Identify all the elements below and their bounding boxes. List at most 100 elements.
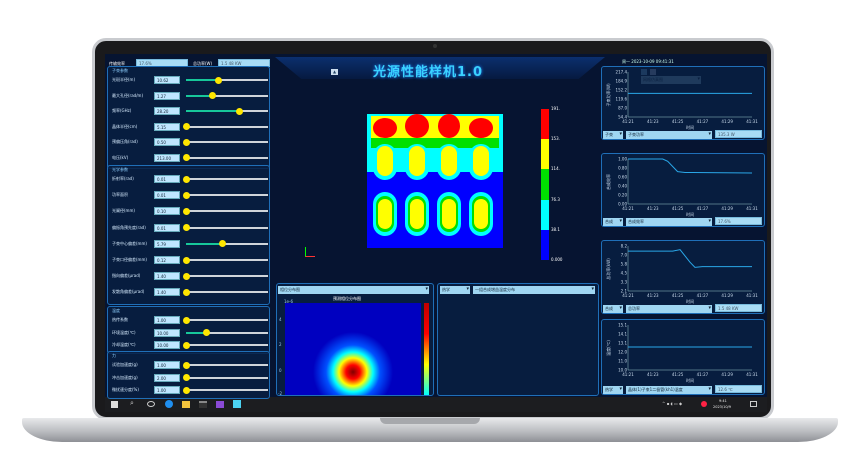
- temp-dist-select[interactable]: 一组合成增益温度分布: [473, 286, 595, 294]
- slider-knob[interactable]: [182, 123, 190, 130]
- slider-knob[interactable]: [182, 386, 190, 394]
- param-slider[interactable]: [182, 138, 268, 146]
- slider-knob[interactable]: [182, 341, 190, 349]
- chart-category-select[interactable]: 子束: [603, 131, 623, 139]
- param-slider[interactable]: [182, 272, 268, 280]
- y-tick-label: 184.9: [616, 79, 628, 84]
- edge-icon[interactable]: [165, 400, 173, 408]
- param-slider[interactable]: [182, 224, 268, 232]
- param-spinbox[interactable]: 0.10: [154, 207, 180, 216]
- param-spinbox[interactable]: 1.00: [154, 386, 180, 394]
- param-spinbox[interactable]: 10.00: [154, 341, 180, 349]
- param-spinbox[interactable]: 0.01: [154, 191, 180, 200]
- slider-knob[interactable]: [215, 76, 223, 84]
- param-spinbox[interactable]: 1.27: [154, 91, 180, 100]
- slider-knob[interactable]: [182, 138, 190, 146]
- param-group: 光学参数 折射率(rad) 0.01 功率面积 0.01 光阑径(mm) 0.10 偏振角预先…: [107, 165, 270, 305]
- slider-knob[interactable]: [182, 154, 190, 161]
- slider-knob[interactable]: [219, 240, 227, 248]
- param-slider[interactable]: [182, 361, 268, 369]
- param-spinbox[interactable]: 1.40: [154, 288, 180, 297]
- slider-knob[interactable]: [182, 175, 190, 183]
- param-slider[interactable]: [186, 92, 268, 99]
- x-tick-label: 41:25: [672, 372, 684, 377]
- param-spinbox[interactable]: 1.00: [154, 316, 180, 324]
- param-slider[interactable]: [182, 341, 268, 349]
- chart-metric-select[interactable]: 子束功率: [626, 131, 712, 139]
- search-icon[interactable]: ⌕: [130, 399, 134, 407]
- temp-type-select[interactable]: 热学: [440, 286, 470, 294]
- param-slider[interactable]: [186, 107, 268, 115]
- param-slider[interactable]: [182, 374, 268, 381]
- param-slider[interactable]: [182, 154, 268, 161]
- param-spinbox[interactable]: 5.79: [154, 239, 180, 248]
- chart-value-field: 1.5 48 KW: [715, 304, 762, 312]
- param-slider[interactable]: [186, 329, 268, 336]
- chart-category-select[interactable]: 合成: [603, 218, 623, 226]
- y-tick-label: 14.1: [618, 332, 627, 337]
- chart-metric-select[interactable]: 总功率: [626, 305, 712, 313]
- param-spinbox[interactable]: 10.00: [154, 328, 180, 337]
- param-slider[interactable]: [182, 386, 268, 394]
- param-slider[interactable]: [182, 288, 268, 296]
- param-spinbox[interactable]: 1.40: [154, 272, 180, 281]
- folder-icon[interactable]: [182, 401, 190, 408]
- camera: [433, 44, 437, 48]
- param-spinbox[interactable]: 28.20: [154, 107, 180, 115]
- chart-category-select[interactable]: 热学: [603, 386, 623, 394]
- param-slider[interactable]: [186, 76, 268, 84]
- slider-knob[interactable]: [182, 361, 190, 369]
- warning-icon[interactable]: ▲: [331, 69, 338, 75]
- slider-knob[interactable]: [182, 316, 190, 324]
- param-spinbox[interactable]: 2.00: [154, 373, 180, 382]
- param-slider[interactable]: [182, 123, 268, 130]
- slider-knob[interactable]: [182, 224, 190, 232]
- param-spinbox[interactable]: 1.00: [154, 361, 180, 369]
- param-label: 微扰速分度(%): [112, 387, 139, 392]
- app-icon[interactable]: [233, 400, 241, 408]
- param-spinbox[interactable]: 0.50: [154, 138, 180, 146]
- chart-category-select[interactable]: 合成: [603, 305, 623, 313]
- eff-label: 传输效率: [109, 61, 125, 66]
- y-tick-label: 0.20: [618, 193, 627, 198]
- param-slider[interactable]: [186, 240, 268, 248]
- phase-select[interactable]: 相位分布图: [278, 286, 429, 294]
- slider-knob[interactable]: [235, 107, 243, 115]
- param-spinbox[interactable]: 213.00: [154, 153, 180, 162]
- slider-knob[interactable]: [182, 256, 190, 264]
- param-slider[interactable]: [182, 191, 268, 199]
- slider-knob[interactable]: [182, 191, 190, 199]
- system-tray-icons[interactable]: ^ ▪ ◖ ▭ ◆: [662, 401, 683, 406]
- param-spinbox[interactable]: 10.62: [154, 76, 180, 84]
- task-view-icon[interactable]: [147, 401, 155, 407]
- slider-knob[interactable]: [203, 329, 210, 336]
- param-label: 子束中心偏差(mm): [112, 240, 147, 246]
- param-label: 发散角偏差(μrad): [112, 289, 145, 295]
- param-spinbox[interactable]: 0.12: [154, 256, 180, 264]
- param-slider[interactable]: [182, 207, 268, 215]
- terminal-icon[interactable]: [199, 401, 207, 408]
- param-slider[interactable]: [182, 256, 268, 264]
- slider-knob[interactable]: [182, 272, 190, 280]
- notification-badge-icon[interactable]: [701, 401, 707, 407]
- param-label: 冲击加速度(g): [112, 374, 138, 380]
- param-spinbox[interactable]: 0.01: [154, 223, 180, 232]
- param-row: 子束口径偏差(mm) 0.12: [110, 255, 270, 265]
- param-spinbox[interactable]: 0.01: [154, 175, 180, 183]
- windows-start-icon[interactable]: [111, 401, 118, 408]
- slider-knob[interactable]: [182, 374, 190, 381]
- slider-knob[interactable]: [208, 92, 216, 99]
- slider-knob[interactable]: [182, 207, 190, 215]
- action-center-icon[interactable]: [750, 401, 757, 407]
- visual-studio-icon[interactable]: [216, 401, 224, 408]
- param-slider[interactable]: [182, 316, 268, 324]
- trend-chart: 15.1 14.1 13.1 12.0 11.0 10.041:21 41:23 41:25 4…: [605, 323, 758, 384]
- param-label: 电压(kV): [112, 154, 129, 160]
- chart-metric-select[interactable]: 合成效率: [626, 218, 712, 226]
- param-spinbox[interactable]: 5.15: [154, 122, 180, 131]
- param-slider[interactable]: [182, 175, 268, 183]
- param-label: 光斑半径(m): [112, 77, 136, 82]
- chart-metric-select[interactable]: 晶体(1)子束1二极管(kh1)温度: [626, 386, 712, 394]
- param-row: 子束中心偏差(mm) 5.79: [110, 239, 270, 249]
- slider-knob[interactable]: [182, 288, 190, 296]
